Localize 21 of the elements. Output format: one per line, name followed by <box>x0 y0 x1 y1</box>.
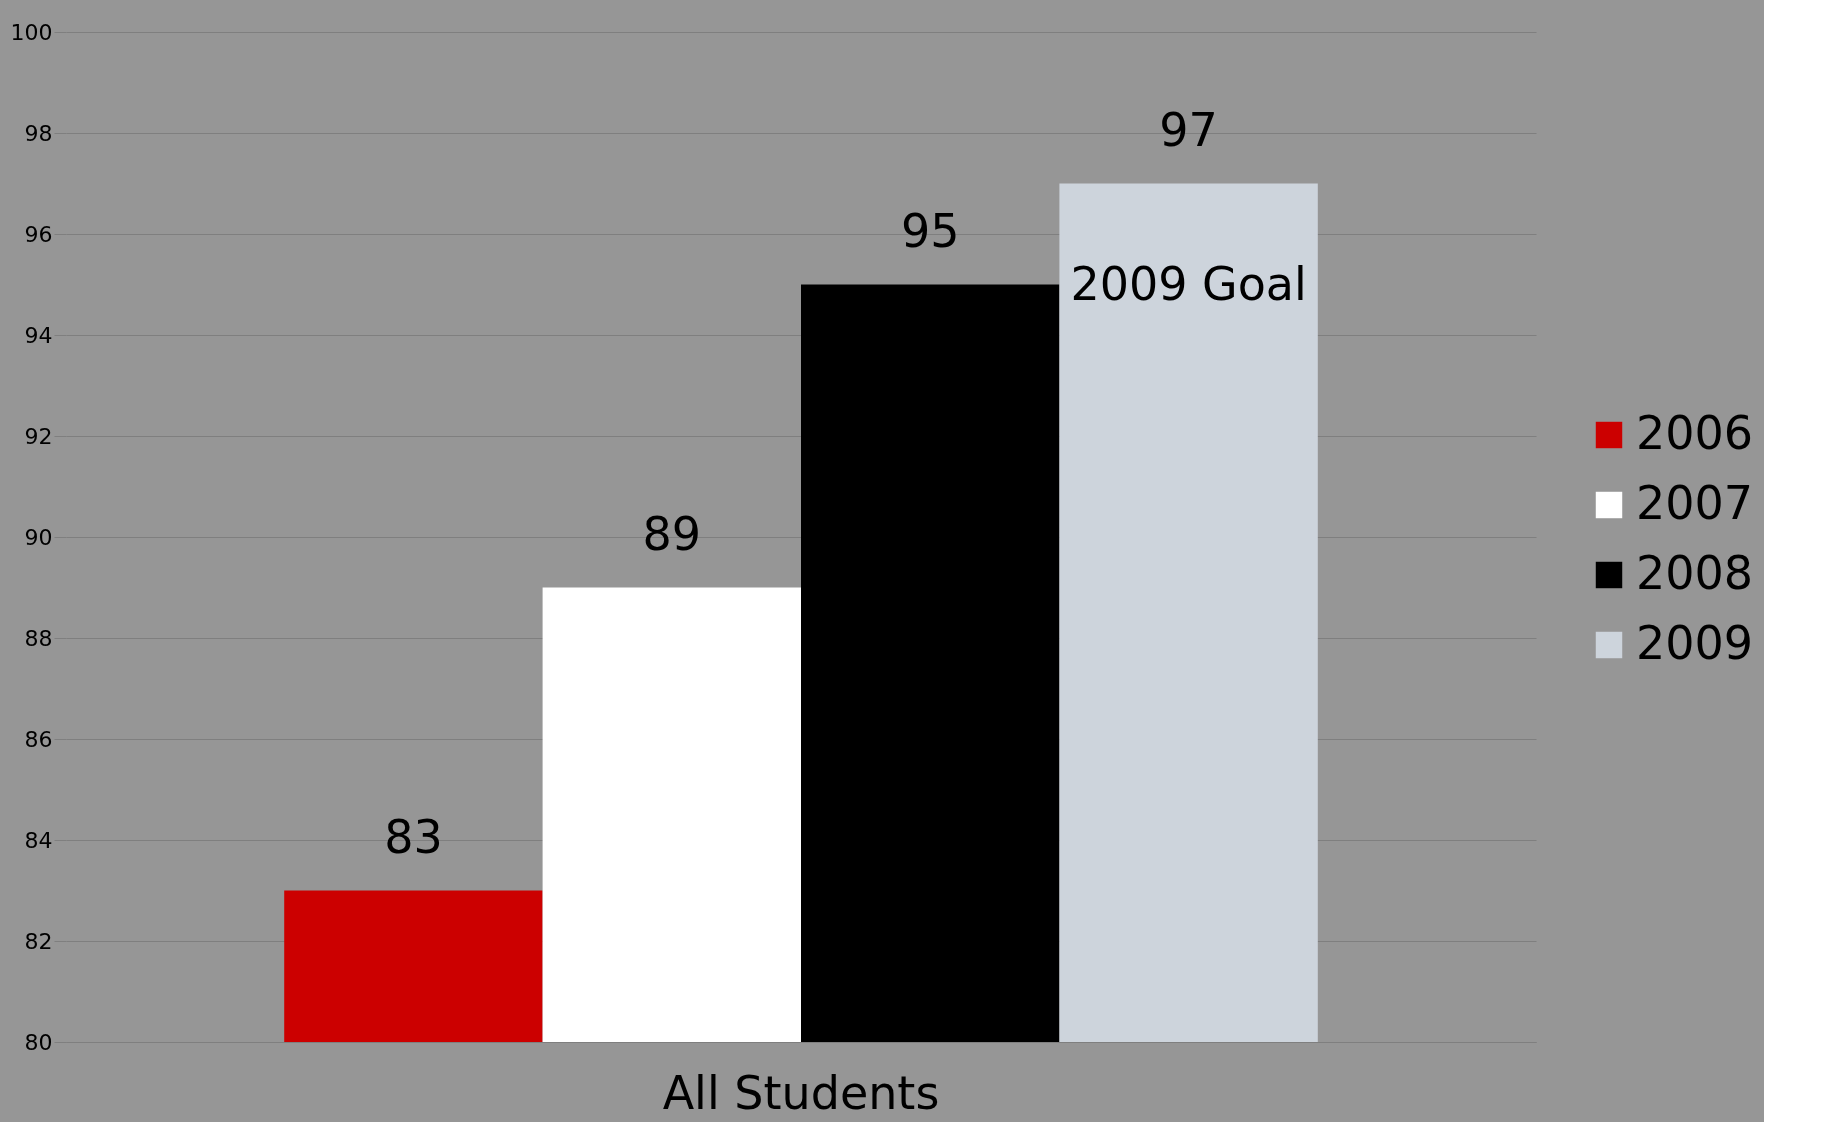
y-tick-label: 80 <box>24 1029 53 1055</box>
y-tick-label: 86 <box>24 726 53 752</box>
y-tick-label: 88 <box>24 625 53 651</box>
y-tick-label: 92 <box>24 423 53 449</box>
annotation: 2009 Goal <box>1070 256 1307 311</box>
y-tick-label: 90 <box>24 524 53 550</box>
legend-label: 2006 <box>1636 406 1754 460</box>
data-label: 89 <box>642 506 702 561</box>
data-label: 95 <box>900 203 960 258</box>
x-tick-label: All Students <box>662 1065 940 1120</box>
legend-label: 2009 <box>1636 616 1754 670</box>
y-tick-label: 96 <box>24 221 53 247</box>
legend-label: 2008 <box>1636 546 1754 600</box>
y-tick-label: 82 <box>24 928 53 954</box>
y-tick-label: 98 <box>24 120 53 146</box>
data-label: 83 <box>384 809 443 864</box>
y-tick-label: 100 <box>10 19 53 45</box>
data-label: 97 <box>1159 102 1218 157</box>
y-tick-label: 84 <box>24 827 53 853</box>
y-tick-label: 94 <box>24 322 53 348</box>
legend-label: 2007 <box>1636 476 1754 530</box>
